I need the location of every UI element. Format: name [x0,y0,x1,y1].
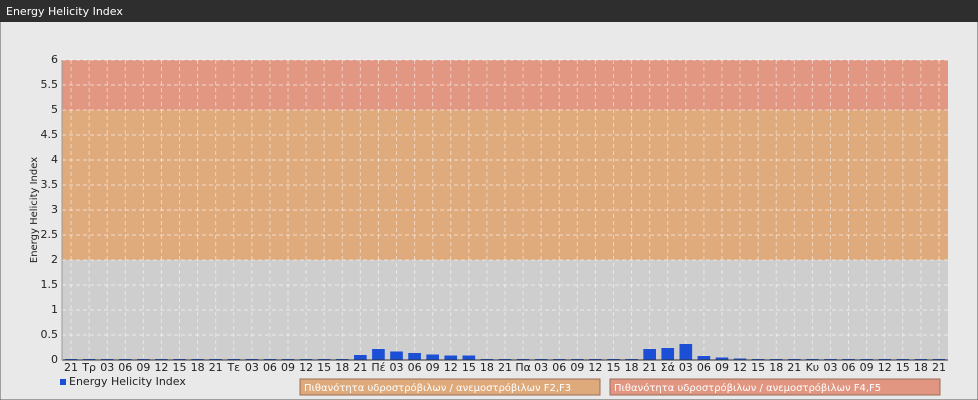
x-tick-label: 21 [353,361,367,374]
y-tick-label: 2.5 [41,228,59,241]
legend-band-box [609,378,941,396]
x-tick-label: 15 [462,361,476,374]
bar [444,355,458,360]
x-tick-label: 03 [823,361,837,374]
x-tick-label: Πέ [371,361,385,374]
bar [697,356,711,360]
y-tick-label: 4.5 [41,128,59,141]
x-tick-label: 06 [552,361,566,374]
x-tick-label: 03 [100,361,114,374]
x-tick-label: 09 [715,361,729,374]
x-tick-label: 15 [896,361,910,374]
x-tick-label: 06 [408,361,422,374]
y-tick-label: 5 [51,103,58,116]
bar [733,358,747,360]
title-bar [0,0,978,22]
x-tick-label: 15 [751,361,765,374]
x-tick-label: 18 [769,361,783,374]
x-tick-label: 06 [118,361,132,374]
bar [462,355,476,360]
bar [390,351,403,360]
y-tick-label: 1 [51,303,58,316]
y-tick-label: 4 [51,153,58,166]
x-tick-label: 09 [860,361,874,374]
y-tick-label: 1.5 [41,278,59,291]
y-tick-label: 6 [51,53,58,66]
x-tick-label: 12 [299,361,313,374]
y-axis-label: Energy Helicity Index [29,157,40,263]
x-tick-label: 21 [932,361,946,374]
legend-band-label: Πιθανότητα υδροστρόβιλων / ανεμοστρόβιλω… [614,382,881,394]
bar [408,353,421,360]
x-tick-label: 12 [878,361,892,374]
x-tick-label: 09 [136,361,150,374]
x-tick-label: 21 [209,361,223,374]
x-tick-label: 03 [390,361,404,374]
x-tick-label: 21 [643,361,657,374]
x-tick-label: 12 [154,361,168,374]
legend-label: Energy Helicity Index [69,375,186,388]
x-tick-label: 15 [173,361,187,374]
x-tick-label: Πα [515,361,531,374]
x-tick-label: 03 [534,361,548,374]
bar [354,355,367,360]
x-tick-label: 03 [245,361,259,374]
x-tick-label: 06 [697,361,711,374]
y-tick-label: 0 [51,353,58,366]
x-tick-label: 18 [335,361,349,374]
y-tick-label: 0.5 [41,328,59,341]
x-tick-label: 09 [281,361,295,374]
bar [661,348,675,360]
x-tick-label: 21 [64,361,78,374]
x-tick-label: Κυ [806,361,820,374]
bar [679,344,693,360]
x-tick-label: Σά [661,361,675,374]
bar [372,349,385,360]
x-tick-label: 21 [787,361,801,374]
bar [426,354,440,360]
bar [643,349,656,360]
legend-band-label: Πιθανότητα υδροστρόβιλων / ανεμοστρόβιλω… [304,382,571,394]
x-tick-label: 18 [914,361,928,374]
x-tick-label: Τε [226,361,240,374]
x-tick-label: 03 [679,361,693,374]
x-tick-label: 12 [444,361,458,374]
x-tick-label: 09 [570,361,584,374]
y-tick-label: 3.5 [41,178,59,191]
x-tick-label: 18 [625,361,639,374]
x-tick-label: 06 [263,361,277,374]
x-tick-label: 09 [426,361,440,374]
legend-swatch [60,379,66,385]
x-tick-label: 21 [498,361,512,374]
chart-title: Energy Helicity Index [6,5,123,18]
y-tick-label: 5.5 [41,78,59,91]
y-tick-label: 3 [51,203,58,216]
x-tick-label: 12 [733,361,747,374]
x-tick-label: 15 [317,361,331,374]
x-tick-label: 12 [588,361,602,374]
bar [715,357,729,360]
x-tick-label: 18 [480,361,494,374]
legend-band-box [299,378,601,396]
x-tick-label: 18 [191,361,205,374]
x-tick-label: Τρ [81,361,96,374]
x-tick-label: 15 [606,361,620,374]
x-tick-label: 06 [842,361,856,374]
y-tick-label: 2 [51,253,58,266]
